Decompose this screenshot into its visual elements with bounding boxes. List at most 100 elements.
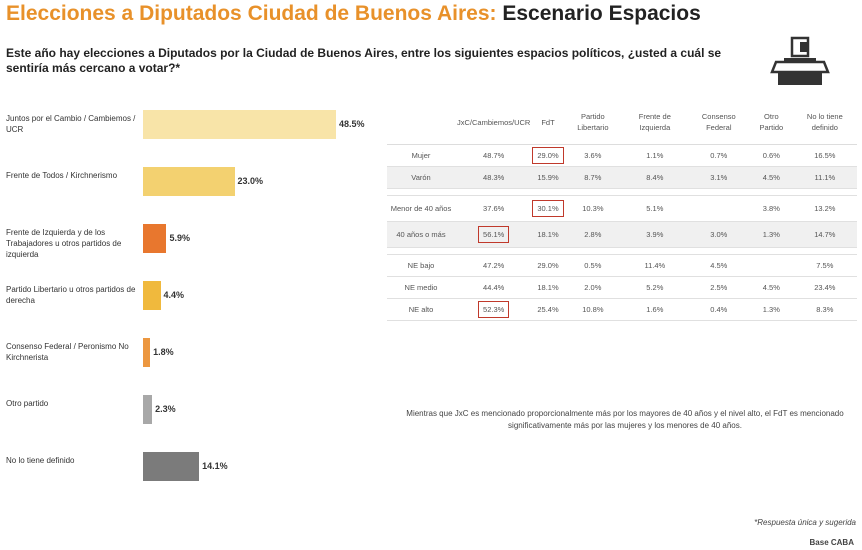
bar <box>143 338 151 367</box>
bar <box>143 167 235 196</box>
base-label: Base CABA <box>809 538 854 547</box>
table-row: 40 años o más 56.1% 18.1% 2.8% 3.9% 3.0% 1.3% 1… <box>387 221 857 248</box>
table-cell: 3.9% <box>622 221 688 248</box>
table-cell: 3.1% <box>687 166 750 189</box>
col-header-izquierda: Frente de Izquierda <box>622 100 688 145</box>
bar-label: Otro partido <box>6 399 49 408</box>
table-cell: 2.8% <box>563 221 623 248</box>
table-cell: 48.7% <box>455 144 533 167</box>
table-cell: 14.7% <box>792 221 857 248</box>
table-row: NE bajo 47.2% 29.0% 0.5% 11.4% 4.5% 7.5% <box>387 254 857 277</box>
bar <box>143 110 336 139</box>
table-cell: 47.2% <box>455 254 533 277</box>
table-cell: 11.4% <box>622 254 688 277</box>
table-cell: 2.0% <box>563 276 623 299</box>
table-cell: 5.1% <box>622 195 688 222</box>
table-row: Varón 48.3% 15.9% 8.7% 8.4% 3.1% 4.5% 11.1% <box>387 166 857 189</box>
table-cell: 18.1% <box>532 221 564 248</box>
table-cell: 15.9% <box>532 166 564 189</box>
table-cell: 23.4% <box>792 276 857 299</box>
col-header-libertario: Partido Libertario <box>563 100 623 145</box>
bar <box>143 224 167 253</box>
bar-value-label: 1.8% <box>153 347 174 357</box>
bar-value-label: 4.4% <box>163 290 185 300</box>
table-row: Menor de 40 años 37.6% 30.1% 10.3% 5.1% 3.8% 1… <box>387 195 857 222</box>
table-cell: 5.2% <box>622 276 688 299</box>
table-cell: 37.6% <box>455 195 533 222</box>
table-cell: 1.6% <box>622 298 688 321</box>
bar-label: Partido Libertario u otros partidos de d… <box>6 285 136 305</box>
table-cell: 0.5% <box>563 254 623 277</box>
highlighted-value: 29.0% <box>532 147 564 164</box>
row-label: Mujer <box>387 144 455 167</box>
table-cell: 8.4% <box>622 166 688 189</box>
highlighted-value: 30.1% <box>532 200 564 217</box>
table-cell: 0.6% <box>750 144 793 167</box>
table-cell <box>750 254 793 277</box>
table-row: NE medio 44.4% 18.1% 2.0% 5.2% 2.5% 4.5% 23.4% <box>387 276 857 299</box>
bar <box>143 452 200 481</box>
bar-label: Juntos por el Cambio / Cambiemos / UCR <box>6 114 136 134</box>
table-row: Mujer 48.7% 29.0% 3.6% 1.1% 0.7% 0.6% 16.5% <box>387 144 857 167</box>
table-cell: 3.8% <box>750 195 793 222</box>
table-cell: 7.5% <box>792 254 857 277</box>
col-header-no-definido: No lo tiene definido <box>792 100 857 145</box>
bar-label: Frente de Izquierda y de los Trabajadore… <box>6 228 122 259</box>
bar-value-label: 2.3% <box>155 404 176 414</box>
table-cell: 3.0% <box>687 221 750 248</box>
row-label: NE bajo <box>387 254 455 277</box>
table-cell: 30.1% <box>532 195 564 222</box>
row-label: NE medio <box>387 276 455 299</box>
row-label: Varón <box>387 166 455 189</box>
table-cell: 48.3% <box>455 166 533 189</box>
table-cell: 10.8% <box>563 298 623 321</box>
bar <box>143 281 161 310</box>
table-cell: 29.0% <box>532 254 564 277</box>
crosstab-table: JxC/Cambiemos/UCR FdT Partido Libertario… <box>387 100 857 321</box>
response-note: *Respuesta única y sugerida <box>754 518 856 527</box>
bar-value-label: 14.1% <box>202 461 228 471</box>
col-header-consenso: Consenso Federal <box>687 100 750 145</box>
title-sub: Escenario Espacios <box>502 2 701 25</box>
col-header-otro: Otro Partido <box>750 100 793 145</box>
analysis-note: Mientras que JxC es mencionado proporcio… <box>406 409 844 430</box>
bar-value-label: 23.0% <box>237 176 264 186</box>
table-cell: 0.4% <box>687 298 750 321</box>
table-cell: 4.5% <box>750 276 793 299</box>
survey-question: Este año hay elecciones a Diputados por … <box>6 46 722 75</box>
bar-label: Frente de Todos / Kirchnerismo <box>6 171 118 180</box>
bar-label: Consenso Federal / Peronismo No Kirchner… <box>6 342 129 362</box>
table-cell: 13.2% <box>792 195 857 222</box>
table-cell: 11.1% <box>792 166 857 189</box>
table-cell: 18.1% <box>532 276 564 299</box>
col-header-jxc: JxC/Cambiemos/UCR <box>455 100 533 145</box>
table-cell: 8.7% <box>563 166 623 189</box>
table-cell: 1.3% <box>750 221 793 248</box>
row-label: 40 años o más <box>387 221 455 248</box>
table-cell: 3.6% <box>563 144 623 167</box>
table-cell: 16.5% <box>792 144 857 167</box>
bar <box>143 395 153 424</box>
table-cell: 25.4% <box>532 298 564 321</box>
table-cell: 1.3% <box>750 298 793 321</box>
page-title: Elecciones a Diputados Ciudad de Buenos … <box>6 2 701 26</box>
table-cell: 4.5% <box>750 166 793 189</box>
bar-value-label: 48.5% <box>339 119 365 129</box>
table-cell: 8.3% <box>792 298 857 321</box>
table-cell: 1.1% <box>622 144 688 167</box>
table-cell: 2.5% <box>687 276 750 299</box>
col-header-fdt: FdT <box>532 100 564 145</box>
bar-label: No lo tiene definido <box>6 456 75 465</box>
bar-chart: Juntos por el Cambio / Cambiemos / UCR 48… <box>0 100 390 500</box>
table-cell: 56.1% <box>455 221 533 248</box>
table-cell: 0.7% <box>687 144 750 167</box>
title-main: Elecciones a Diputados Ciudad de Buenos … <box>6 2 497 25</box>
row-label: NE alto <box>387 298 455 321</box>
highlighted-value: 52.3% <box>478 301 510 318</box>
row-label: Menor de 40 años <box>387 195 455 222</box>
ballot-box-icon <box>770 36 830 85</box>
table-cell: 10.3% <box>563 195 623 222</box>
table-cell <box>687 195 750 222</box>
corner-header <box>387 100 455 145</box>
table-cell: 44.4% <box>455 276 533 299</box>
